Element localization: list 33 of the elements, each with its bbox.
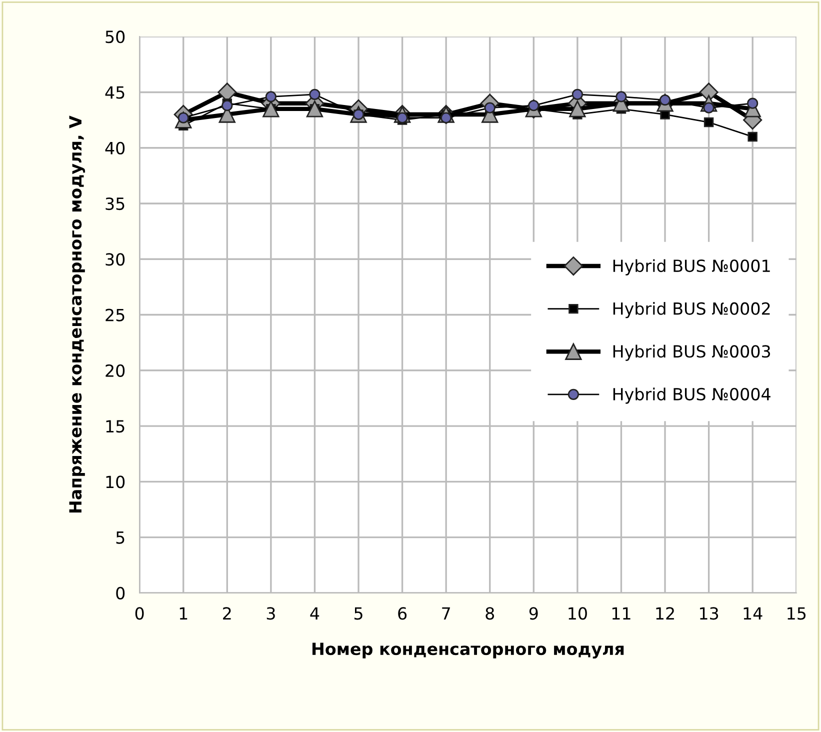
x-tick-label: 12	[656, 607, 674, 620]
y-axis-title: Напряжение конденсаторного модуля, V	[69, 116, 86, 512]
x-tick-label: 14	[744, 607, 762, 620]
x-tick-label: 0	[135, 607, 144, 620]
y-tick-label: 40	[105, 142, 125, 154]
legend-label: Hybrid BUS №0003	[613, 344, 770, 361]
y-tick-label: 45	[105, 86, 124, 99]
y-tick-label: 5	[116, 531, 124, 544]
x-tick-label: 5	[354, 607, 362, 620]
y-tick-label: 50	[106, 30, 125, 44]
x-tick-label: 9	[529, 607, 538, 620]
legend-label: Hybrid BUS №0004	[613, 388, 770, 404]
legend-label: Hybrid BUS №0001	[613, 259, 770, 276]
x-axis-title: Номер конденсаторного модуля	[312, 642, 624, 659]
x-tick-label: 1	[180, 607, 188, 620]
x-tick-label: 3	[266, 607, 275, 620]
x-tick-label: 7	[442, 607, 450, 620]
y-tick-label: 25	[106, 308, 124, 322]
y-tick-label: 0	[116, 586, 125, 600]
x-tick-label: 11	[612, 607, 630, 620]
y-tick-label: 20	[106, 364, 125, 377]
x-tick-label: 10	[568, 607, 587, 620]
x-tick-label: 13	[700, 607, 718, 620]
x-tick-label: 8	[486, 607, 494, 620]
y-tick-label: 35	[106, 197, 124, 210]
y-tick-label: 30	[106, 253, 125, 266]
legend-label: Hybrid BUS №0002	[613, 302, 770, 318]
x-tick-label: 4	[310, 607, 320, 620]
x-tick-label: 2	[223, 607, 231, 620]
y-tick-label: 10	[106, 476, 125, 488]
y-tick-label: 15	[106, 420, 124, 433]
x-tick-label: 6	[398, 607, 407, 620]
x-tick-label: 15	[788, 607, 806, 620]
